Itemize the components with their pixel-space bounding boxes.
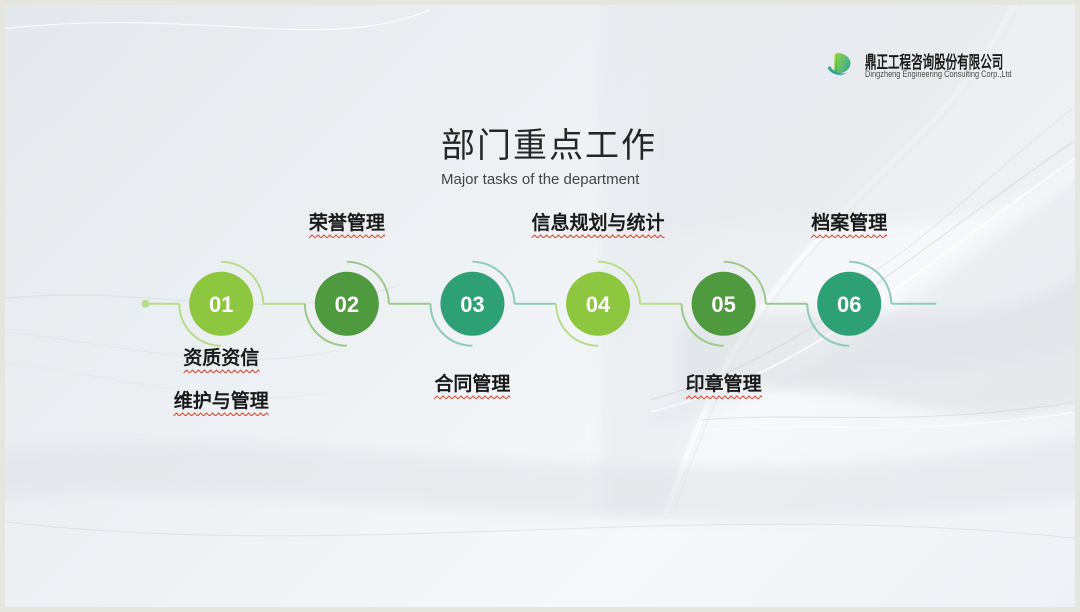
svg-text:06: 06	[837, 292, 861, 317]
svg-text:01: 01	[209, 292, 233, 317]
svg-text:03: 03	[460, 292, 484, 317]
svg-text:05: 05	[711, 292, 735, 317]
svg-text:02: 02	[335, 292, 359, 317]
svg-text:04: 04	[586, 292, 611, 317]
